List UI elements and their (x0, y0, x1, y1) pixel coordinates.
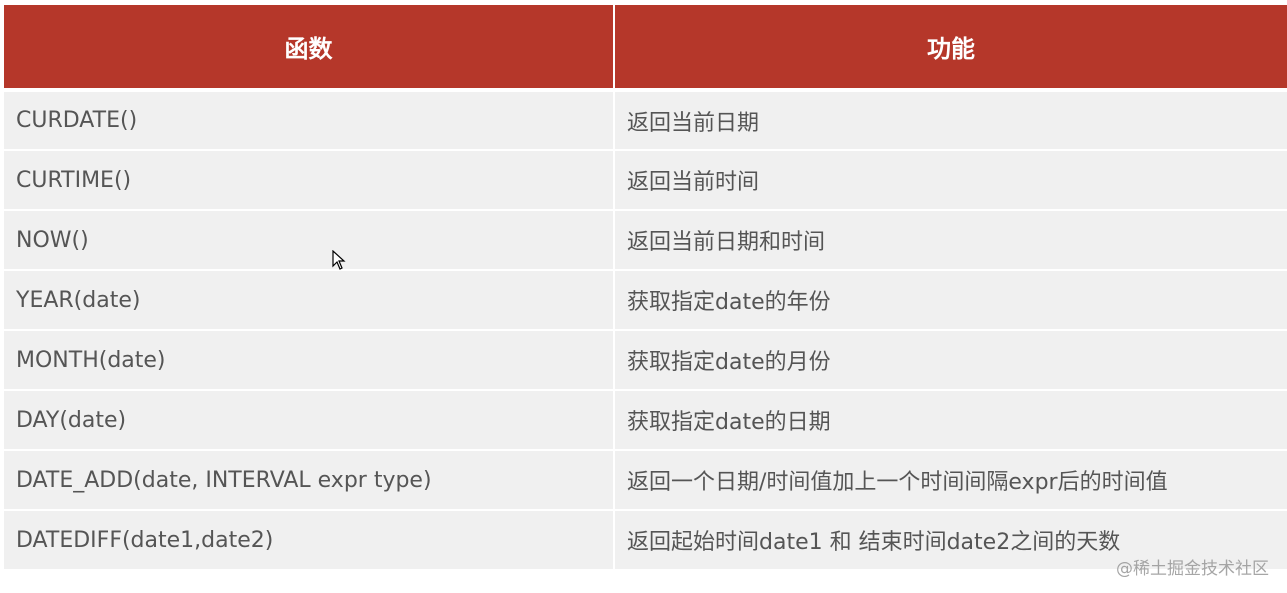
function-cell: CURDATE() (4, 90, 615, 151)
header-row: 函数 功能 (4, 5, 1287, 92)
function-cell: MONTH(date) (4, 330, 615, 391)
description-cell: 获取指定date的月份 (614, 330, 1287, 391)
table-row: CURDATE() 返回当前日期 (4, 90, 1287, 151)
table-row: YEAR(date) 获取指定date的年份 (4, 270, 1287, 331)
header-description: 功能 (614, 5, 1287, 92)
table-row: NOW() 返回当前日期和时间 (4, 210, 1287, 271)
description-cell: 返回当前日期 (614, 90, 1287, 151)
date-functions-table: 函数 功能 CURDATE() 返回当前日期 CURTIME() 返回当前时间 NOW(… (4, 5, 1287, 571)
header-function: 函数 (4, 5, 615, 92)
description-cell: 获取指定date的年份 (614, 270, 1287, 331)
function-cell: NOW() (4, 210, 615, 271)
function-cell: DATEDIFF(date1,date2) (4, 510, 615, 571)
watermark: @稀土掘金技术社区 (1116, 559, 1269, 579)
description-cell: 返回当前时间 (614, 150, 1287, 211)
function-cell: CURTIME() (4, 150, 615, 211)
table-row: MONTH(date) 获取指定date的月份 (4, 330, 1287, 391)
description-cell: 返回当前日期和时间 (614, 210, 1287, 271)
table-row: DATEDIFF(date1,date2) 返回起始时间date1 和 结束时间d… (4, 510, 1287, 571)
table-row: DATE_ADD(date, INTERVAL expr type) 返回一个日期… (4, 450, 1287, 511)
description-cell: 获取指定date的日期 (614, 390, 1287, 451)
function-cell: DAY(date) (4, 390, 615, 451)
table-row: CURTIME() 返回当前时间 (4, 150, 1287, 211)
function-cell: DATE_ADD(date, INTERVAL expr type) (4, 450, 615, 511)
mouse-cursor-icon (332, 250, 346, 270)
function-cell: YEAR(date) (4, 270, 615, 331)
table-row: DAY(date) 获取指定date的日期 (4, 390, 1287, 451)
description-cell: 返回起始时间date1 和 结束时间date2之间的天数 (614, 510, 1287, 571)
description-cell: 返回一个日期/时间值加上一个时间间隔expr后的时间值 (614, 450, 1287, 511)
